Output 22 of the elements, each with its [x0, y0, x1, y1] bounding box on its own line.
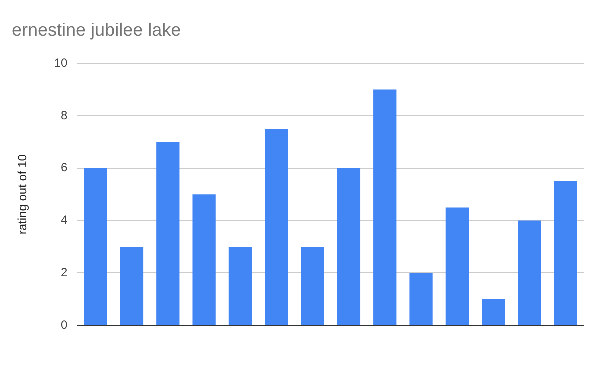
bar: [374, 90, 397, 326]
chart-title: ernestine jubilee lake: [12, 20, 182, 40]
y-tick-label: 4: [61, 213, 68, 228]
bar: [84, 168, 108, 326]
bar: [554, 182, 578, 326]
bar: [482, 299, 506, 326]
bar: [301, 247, 324, 326]
bar: [156, 142, 180, 326]
bar: [518, 220, 542, 326]
y-tick-label: 6: [61, 160, 68, 175]
bar: [410, 273, 433, 326]
bar: [337, 168, 361, 326]
y-tick-label: 2: [61, 266, 68, 280]
y-tick-label: 8: [61, 108, 68, 122]
bar: [265, 129, 288, 326]
y-tick-label: 0: [61, 318, 68, 332]
bar: [228, 247, 252, 326]
y-tick-label: 10: [54, 56, 68, 70]
bar: [192, 194, 216, 326]
y-axis-title: rating out of 10: [16, 154, 30, 235]
bar: [446, 208, 470, 326]
bar: [120, 247, 144, 326]
